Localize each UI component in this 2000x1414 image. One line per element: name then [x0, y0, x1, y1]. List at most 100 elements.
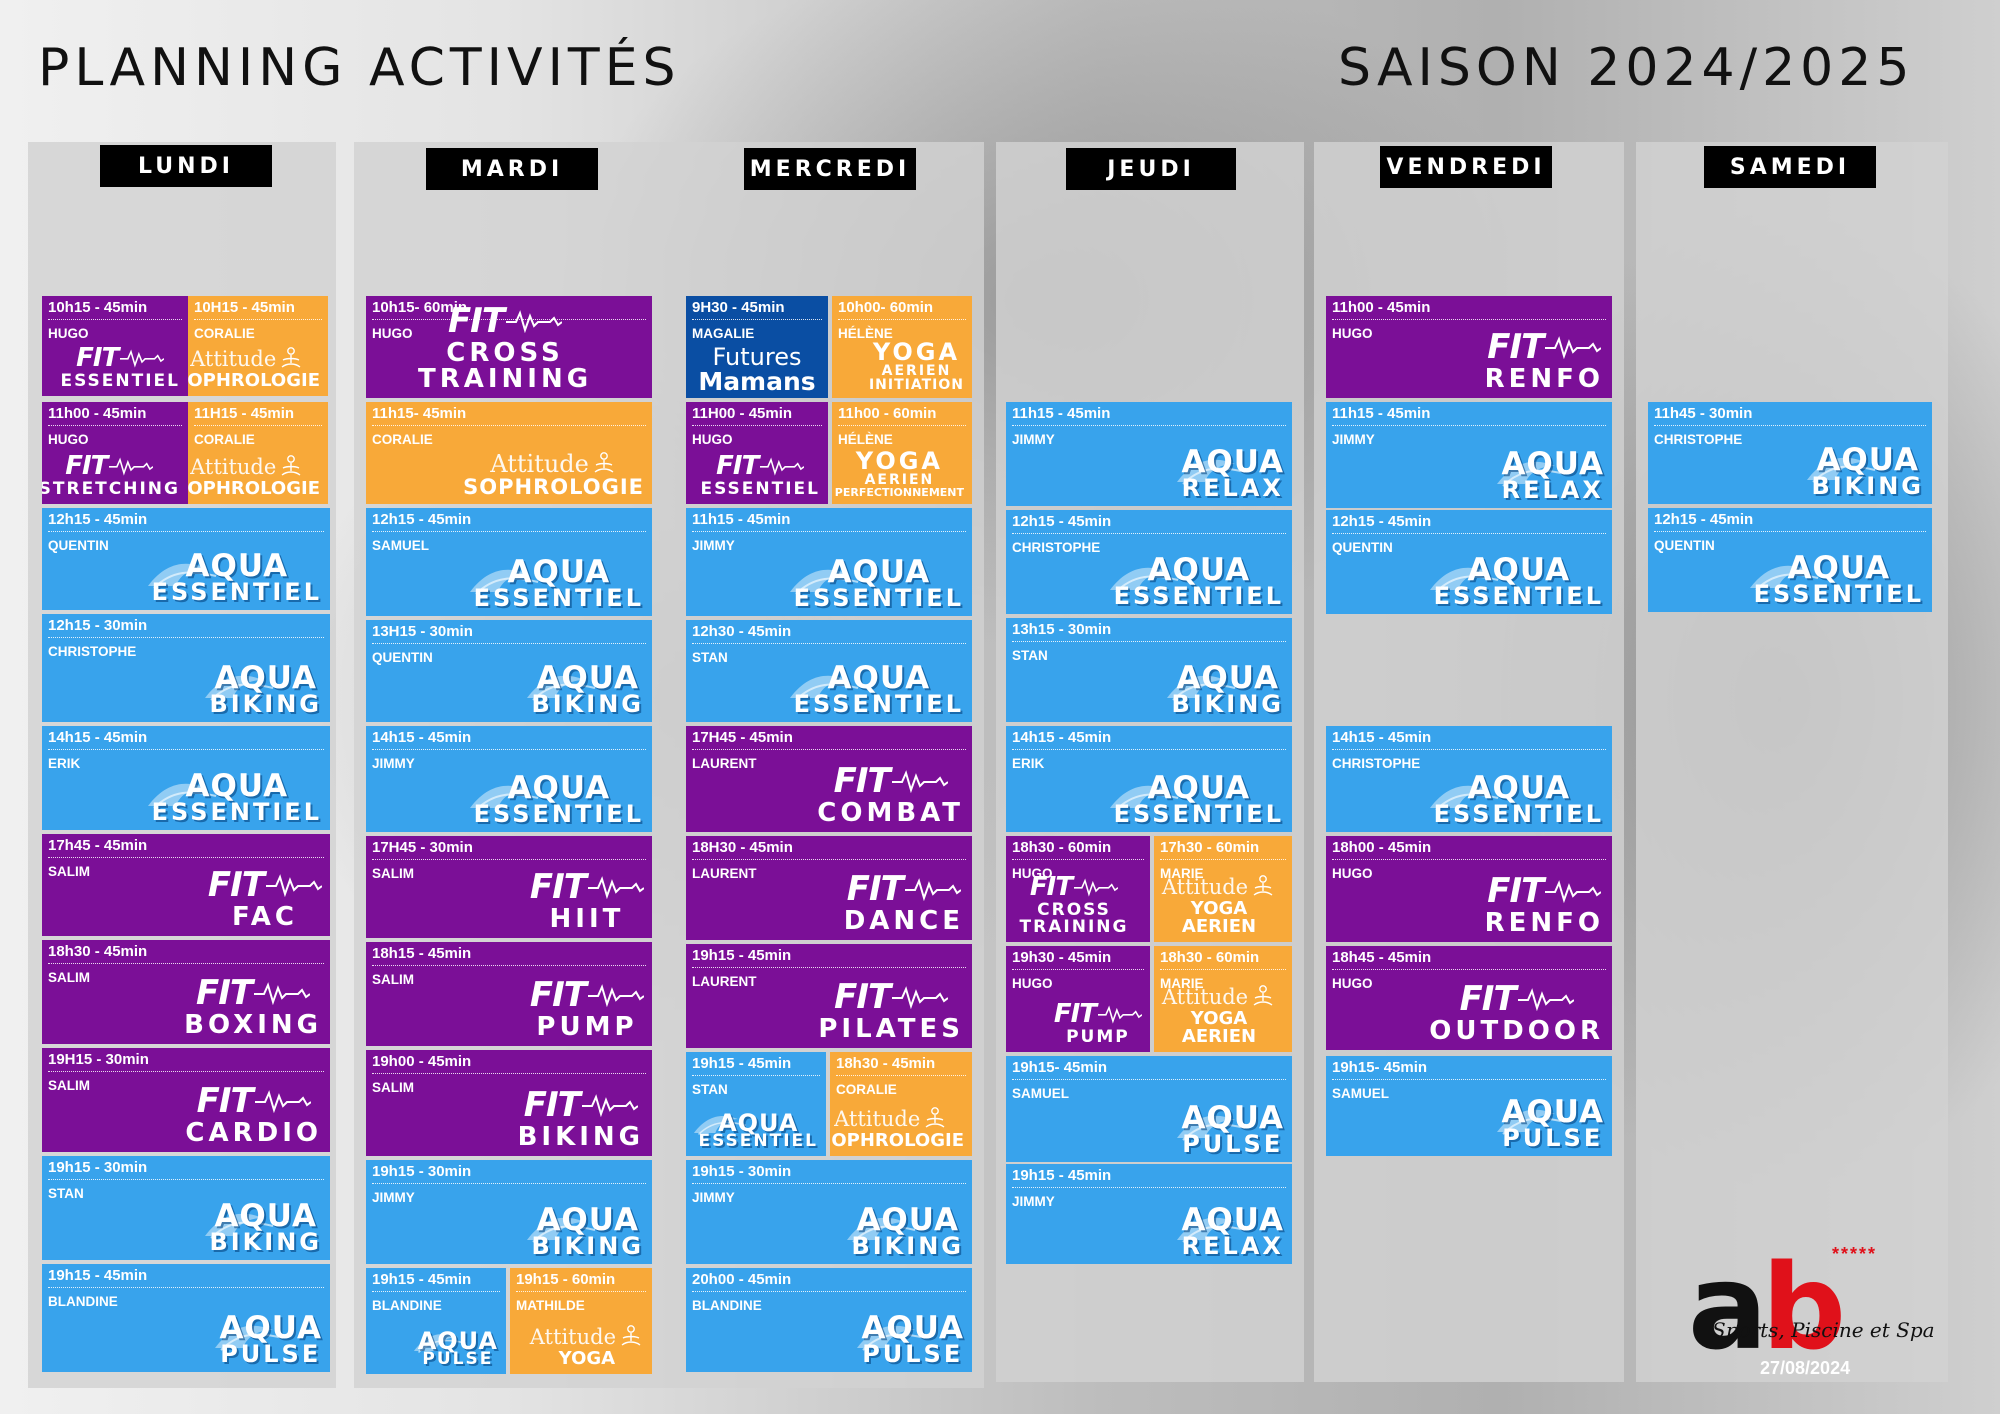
class-card-lundi: 11H15 - 45min CORALIE Attitude SOPHROLOGIE: [188, 402, 328, 504]
coach-name: JIMMY: [692, 538, 735, 553]
class-card-vendredi: 11h00 - 45min HUGO FIT RENFO: [1326, 296, 1612, 398]
coach-name: HUGO: [692, 432, 733, 447]
dotted-divider: [48, 1287, 324, 1288]
coach-name: QUENTIN: [48, 538, 109, 553]
class-logo: AQUA ESSENTIEL: [1109, 773, 1284, 828]
heartbeat-icon: [254, 982, 311, 1005]
class-name: ESSENTIEL: [698, 1131, 818, 1151]
aqua-logo: AQUA: [1467, 770, 1571, 806]
class-name: ESSENTIEL: [1113, 800, 1284, 828]
class-time: 19h15- 45min: [1012, 1059, 1108, 1076]
aqua-logo: AQUA: [536, 660, 639, 696]
dotted-divider: [1160, 859, 1286, 860]
coach-name: MARIE: [1160, 866, 1204, 881]
class-logo: AQUA BIKING: [527, 660, 644, 716]
coach-name: HUGO: [1332, 866, 1373, 881]
coach-name: CORALIE: [194, 326, 255, 341]
fit-logo: FIT: [76, 343, 119, 373]
wave-icon: [469, 569, 538, 595]
coach-name: CHRISTOPHE: [1332, 756, 1421, 771]
wave-icon: [1177, 1217, 1246, 1243]
coach-name: JIMMY: [1012, 432, 1055, 447]
wave-icon: [147, 563, 216, 589]
class-card-lundi: 10H15 - 45min CORALIE Attitude SOPHROLOGIE: [188, 296, 328, 396]
brand-tagline: Sports, Piscine et Spa: [1712, 1318, 1935, 1342]
class-card-mercredi: 11h00 - 60min HÉLÈNE YOGA AERIEN PERFECTIONN…: [832, 402, 972, 504]
dotted-divider: [1012, 969, 1144, 970]
class-time: 19h15 - 30min: [692, 1163, 792, 1180]
class-logo: FIT PUMP: [530, 978, 644, 1040]
coach-name: CORALIE: [836, 1082, 897, 1097]
class-card-mercredi: 17H45 - 45min LAURENT FIT COMBAT: [686, 726, 972, 832]
dotted-divider: [692, 1075, 820, 1076]
class-time: 10h15 - 45min: [48, 299, 148, 316]
dotted-divider: [692, 1291, 966, 1292]
class-card-jeudi: 19h30 - 45min HUGO FIT PUMP: [1006, 946, 1150, 1052]
class-name: BIKING: [1811, 472, 1924, 500]
class-logo: FIT RENFO: [1485, 874, 1604, 936]
class-logo: Attitude SOPHROLOGIE: [188, 454, 320, 498]
dotted-divider: [1012, 749, 1286, 750]
yoga-logo: YOGA: [872, 338, 961, 366]
class-card-mardi: 19h15 - 30min JIMMY AQUA BIKING: [366, 1160, 652, 1264]
heartbeat-icon: [891, 770, 948, 793]
class-card-jeudi: 19h15- 45min SAMUEL AQUA PULSE: [1006, 1056, 1292, 1162]
class-name: SOPHROLOGIE: [830, 1130, 964, 1151]
class-logo: FIT HIIT: [530, 870, 644, 932]
aqua-logo: AQUA: [185, 768, 289, 804]
aqua-logo: AQUA: [214, 1198, 317, 1234]
heartbeat-icon: [109, 457, 154, 476]
class-time: 11h45 - 30min: [1654, 405, 1753, 422]
aqua-logo: AQUA: [185, 548, 289, 584]
dotted-divider: [1654, 425, 1926, 426]
coach-name: CORALIE: [194, 432, 255, 447]
dotted-divider: [1332, 533, 1606, 534]
class-logo: AQUA ESSENTIEL: [469, 557, 644, 610]
class-card-mardi: 14h15 - 45min JIMMY AQUA ESSENTIEL: [366, 726, 652, 832]
class-card-vendredi: 18h00 - 45min HUGO FIT RENFO: [1326, 836, 1612, 942]
heartbeat-icon: [1098, 1005, 1142, 1024]
heartbeat-icon: [588, 984, 644, 1007]
class-card-mardi: 19h00 - 45min SALIM FIT BIKING: [366, 1050, 652, 1156]
class-name: BIKING: [531, 1232, 644, 1260]
heartbeat-icon: [1545, 336, 1602, 359]
class-name: SOPHROLOGIE: [463, 475, 644, 499]
fit-logo: FIT: [196, 1081, 254, 1121]
fit-logo: FIT: [529, 975, 587, 1015]
aqua-logo: AQUA: [827, 660, 931, 696]
day-header-vendredi: VENDREDI: [1380, 146, 1552, 188]
class-logo: AQUA BIKING: [1807, 445, 1924, 500]
wave-icon: [205, 1213, 274, 1239]
class-time: 12h15 - 45min: [1012, 513, 1112, 530]
class-name: DANCE: [843, 906, 964, 936]
class-card-lundi: 10h15 - 45min HUGO FIT ESSENTIEL: [42, 296, 188, 396]
coach-name: SAMUEL: [1012, 1086, 1069, 1101]
class-time: 19h15- 45min: [1332, 1059, 1428, 1076]
fit-logo: FIT: [196, 973, 253, 1013]
day-header-mardi: MARDI: [426, 148, 598, 190]
class-time: 17H45 - 30min: [372, 839, 473, 856]
meditation-icon: [1253, 875, 1273, 896]
class-logo: Attitude SOPHROLOGIE: [188, 346, 320, 390]
class-name: ESSENTIEL: [60, 371, 180, 391]
wave-icon: [1429, 785, 1498, 811]
class-time: 19h15 - 30min: [48, 1159, 148, 1176]
class-card-jeudi: 13h15 - 30min STAN AQUA BIKING: [1006, 618, 1292, 722]
dotted-divider: [48, 531, 324, 532]
dotted-divider: [372, 749, 646, 750]
coach-name: STAN: [692, 650, 728, 665]
coach-name: ERIK: [48, 756, 81, 771]
class-time: 12h15 - 45min: [48, 511, 148, 528]
class-name: ESSENTIEL: [1433, 582, 1604, 610]
coach-name: QUENTIN: [372, 650, 433, 665]
class-card-mercredi: 10h00- 60min HÉLÈNE YOGA AERIEN INITIATION: [832, 296, 972, 398]
coach-name: CHRISTOPHE: [1654, 432, 1743, 447]
wave-icon: [857, 1325, 926, 1351]
aqua-logo: AQUA: [861, 1310, 964, 1346]
class-name: YOGA AERIEN: [1181, 1008, 1257, 1047]
class-card-samedi: 12h15 - 45min QUENTIN AQUA ESSENTIEL: [1648, 508, 1932, 612]
yoga-logo: YOGA: [855, 447, 943, 475]
dotted-divider: [1332, 969, 1606, 970]
coach-name: ERIK: [1012, 756, 1045, 771]
class-card-jeudi: 14h15 - 45min ERIK AQUA ESSENTIEL: [1006, 726, 1292, 832]
